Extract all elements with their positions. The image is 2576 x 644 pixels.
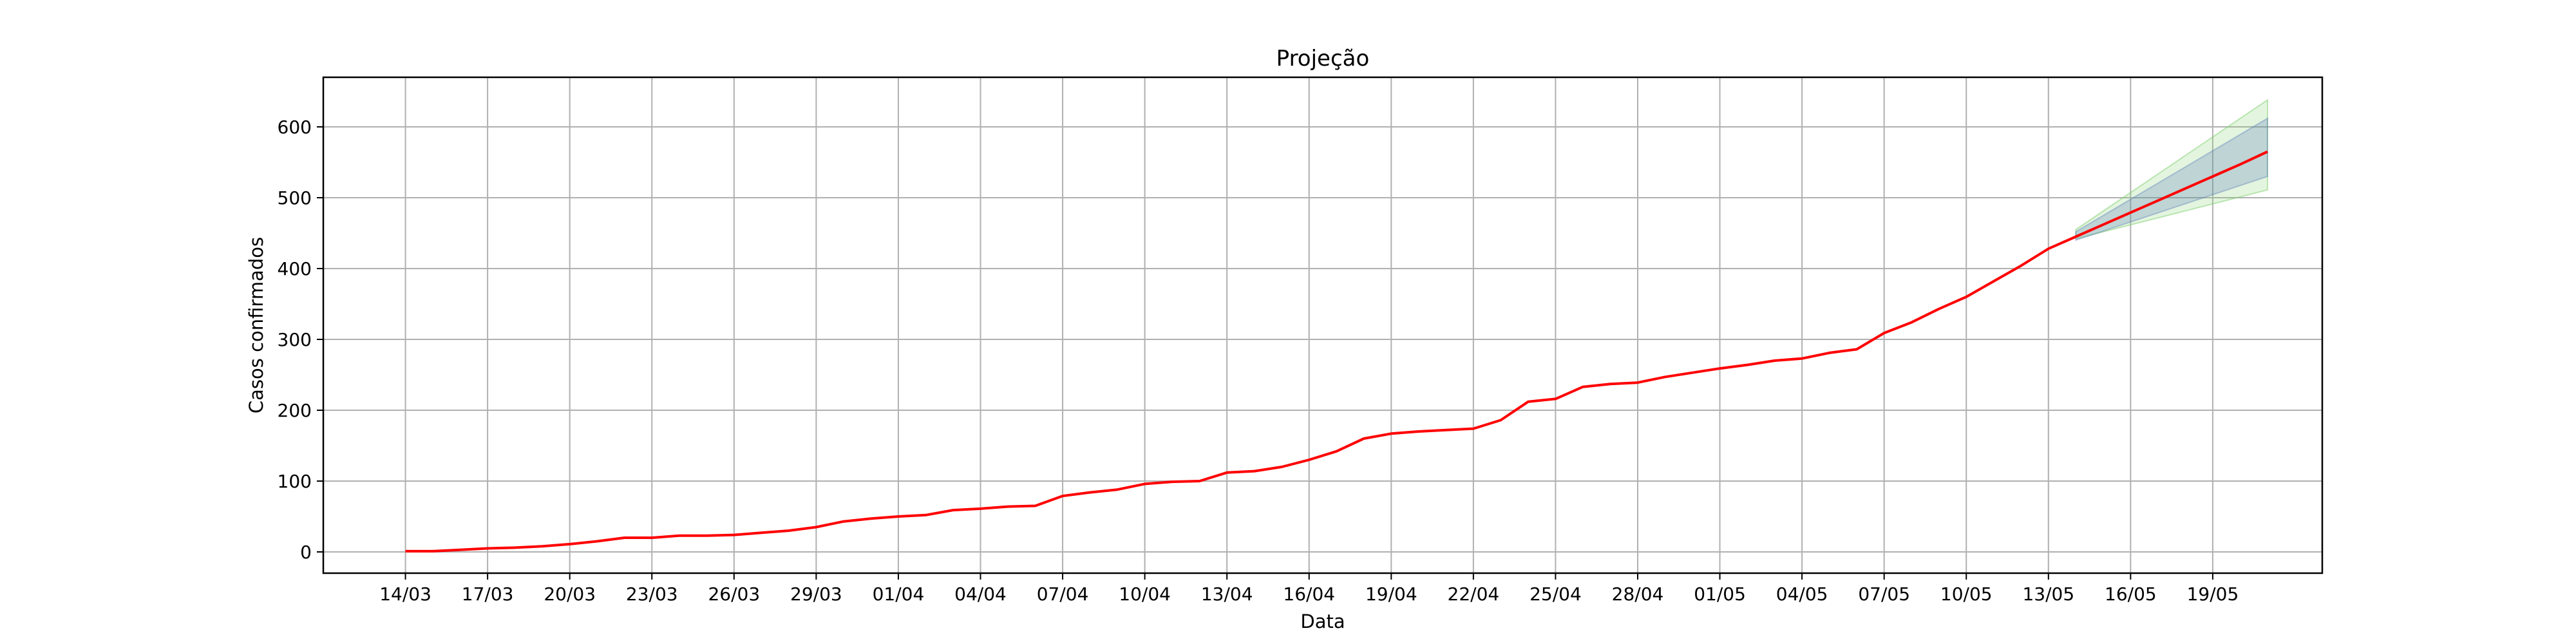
x-tick-label: 19/05 [2187,583,2239,605]
x-tick-label: 25/04 [1530,583,1582,605]
x-tick-label: 04/05 [1776,583,1828,605]
x-tick-label: 01/04 [873,583,925,605]
x-tick-label: 01/05 [1694,583,1746,605]
x-tick-label: 04/04 [954,583,1007,605]
x-tick-label: 16/05 [2105,583,2157,605]
chart-title: Projeção [1276,46,1370,71]
y-tick-label: 200 [278,400,312,421]
x-axis-label: Data [1300,611,1345,632]
y-tick-label: 600 [278,117,312,138]
y-axis-label: Casos confirmados [245,237,267,413]
x-tick-label: 13/04 [1201,583,1253,605]
x-tick-label: 07/04 [1037,583,1089,605]
y-tick-label: 100 [278,471,312,492]
y-tick-label: 0 [300,542,312,563]
series-line [405,150,2268,553]
plot-area: 14/03 17/03 20/03 23/03 26/03 29/03 01/04 04/04… [278,76,2324,605]
x-tick-label: 10/04 [1119,583,1171,605]
x-tick-label: 16/04 [1283,583,1335,605]
x-tick-label: 29/03 [790,583,842,605]
x-tick-label: 14/03 [379,583,431,605]
x-tick-label: 07/05 [1858,583,1910,605]
x-tick-label: 13/05 [2022,583,2074,605]
y-tick-label: 300 [278,329,312,350]
y-tick-label: 400 [278,258,312,279]
x-tick-label: 10/05 [1940,583,1993,605]
axes-frame [322,76,2324,574]
x-tick-label: 17/03 [462,583,514,605]
y-tick-label: 500 [278,187,312,209]
x-tick-label: 23/03 [626,583,678,605]
x-tick-label: 20/03 [544,583,596,605]
x-tick-label: 28/04 [1612,583,1664,605]
x-tick-label: 19/04 [1365,583,1417,605]
confidence-band [2075,117,2268,242]
x-tick-label: 26/03 [708,583,760,605]
x-tick-label: 22/04 [1448,583,1500,605]
